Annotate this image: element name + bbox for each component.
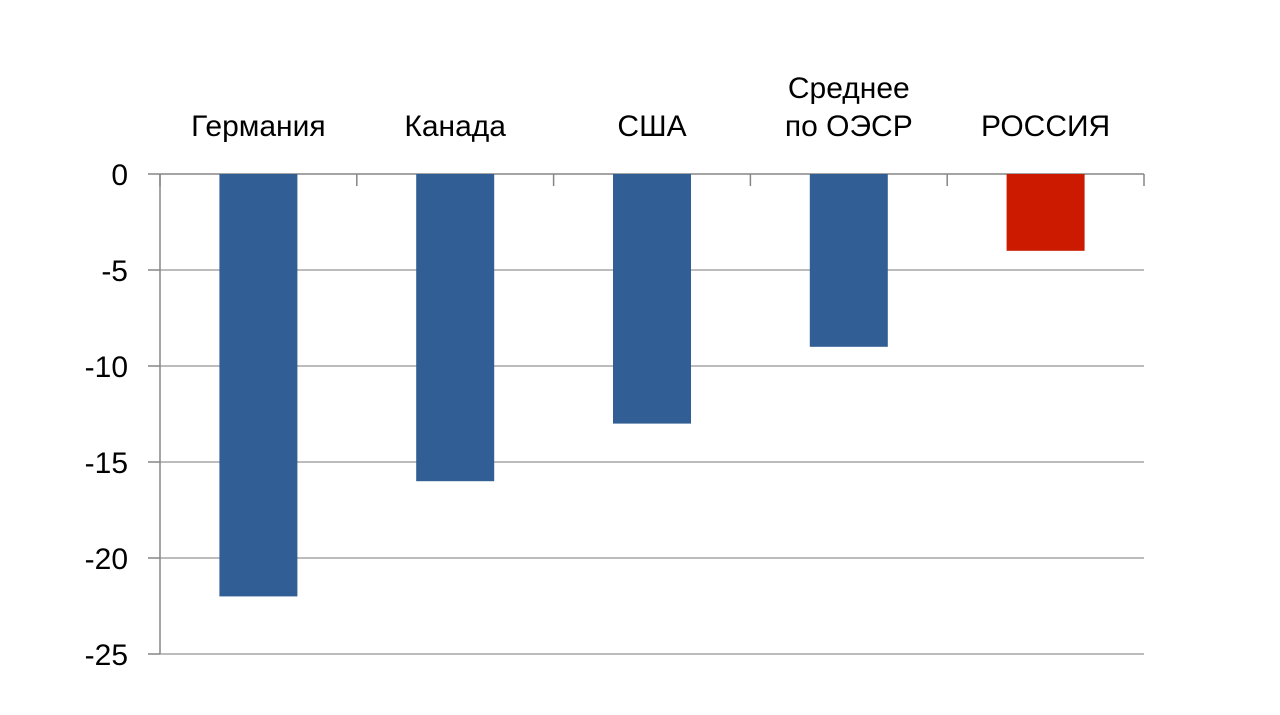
category-label: Германия	[191, 110, 326, 143]
bar	[416, 174, 495, 482]
category-label: РОССИЯ	[981, 110, 1110, 143]
y-tick-label: -10	[85, 351, 128, 384]
category-label: США	[617, 110, 686, 143]
bar	[219, 174, 298, 597]
y-tick-label: -25	[85, 639, 128, 672]
y-tick-labels: 0 -5 -10 -15 -20 -25	[85, 159, 128, 672]
y-tick-label: -15	[85, 447, 128, 480]
gridlines	[160, 269, 1144, 655]
category-label-line: Канада	[404, 110, 506, 143]
bar	[613, 174, 691, 424]
category-label-line: РОССИЯ	[981, 110, 1110, 143]
category-label: Среднее по ОЭСР	[785, 72, 913, 143]
category-label-line: по ОЭСР	[785, 110, 913, 143]
bar	[1006, 174, 1085, 251]
category-label-line: Среднее	[788, 72, 910, 105]
bar	[809, 174, 888, 347]
y-tick-label: -5	[101, 255, 128, 288]
category-label-line: США	[617, 110, 686, 143]
bars	[219, 174, 1085, 597]
category-label-line: Германия	[191, 110, 326, 143]
category-label: Канада	[404, 110, 506, 143]
y-tick-label: 0	[111, 159, 128, 192]
category-labels: Германия Канада США Среднее по ОЭСР РОССИЯ	[191, 72, 1110, 143]
y-tick-label: -20	[85, 543, 128, 576]
